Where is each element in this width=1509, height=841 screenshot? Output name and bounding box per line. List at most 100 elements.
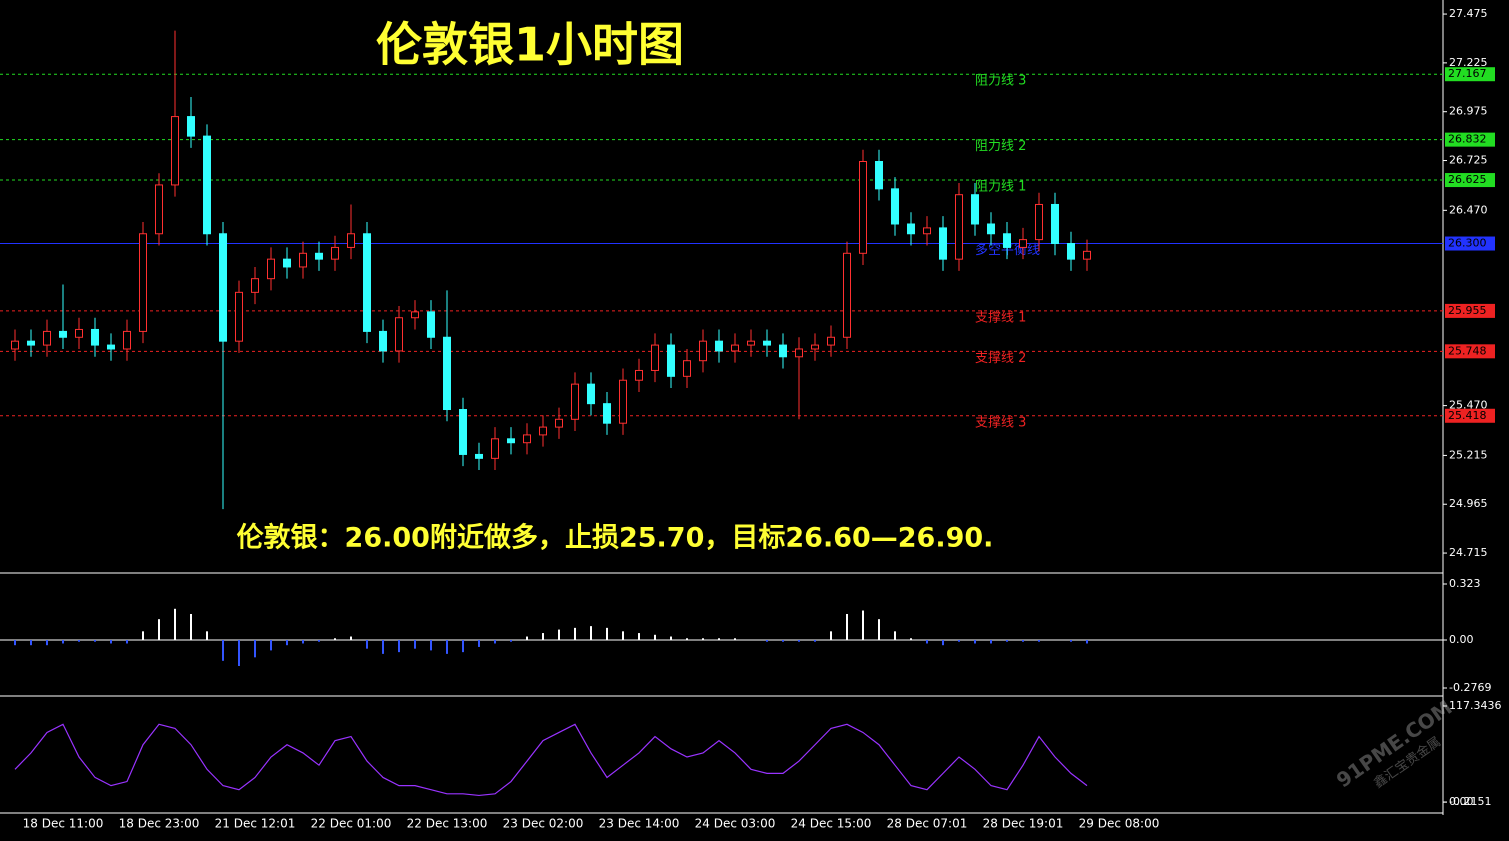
histogram-bar	[686, 638, 688, 640]
candle-body	[795, 348, 803, 358]
candle-body	[107, 344, 115, 350]
histogram-bar	[862, 610, 864, 640]
y-tick-label: 0.323	[1449, 577, 1481, 590]
histogram-bar	[654, 634, 656, 640]
histogram-bar	[974, 639, 976, 644]
level-price-box	[1445, 132, 1495, 147]
candle-body	[539, 426, 547, 436]
histogram-bar	[910, 638, 912, 640]
candle-body	[267, 258, 275, 280]
level-price: 25.418	[1448, 409, 1487, 422]
histogram-bar	[1038, 639, 1040, 642]
histogram-bar	[846, 613, 848, 640]
x-tick-label: 18 Dec 11:00	[23, 817, 104, 831]
histogram-bar	[718, 638, 720, 640]
level-price-box	[1445, 408, 1495, 423]
y-tick-label: 26.725	[1449, 154, 1488, 167]
candle-body	[219, 233, 227, 342]
x-tick-label: 28 Dec 19:01	[983, 817, 1064, 831]
histogram-bar	[94, 639, 96, 642]
candle-body	[203, 135, 211, 235]
candle-body	[171, 116, 179, 186]
level-price-box	[1445, 303, 1495, 318]
candle-body	[571, 383, 579, 420]
candle-body	[507, 438, 515, 444]
histogram-bar	[1070, 639, 1072, 642]
candle-body	[731, 344, 739, 352]
candle-body	[75, 328, 83, 338]
candle-body	[683, 360, 691, 377]
x-tick-label: 28 Dec 07:01	[887, 817, 968, 831]
candle-body	[155, 184, 163, 235]
x-tick-label: 22 Dec 13:00	[407, 817, 488, 831]
y-tick-label: 26.975	[1449, 105, 1488, 118]
histogram-bar	[622, 631, 624, 640]
candle-body	[763, 340, 771, 346]
histogram-bar	[286, 639, 288, 646]
histogram-bar	[542, 633, 544, 640]
y-tick-label: 27.475	[1449, 7, 1488, 20]
indicator-line	[14, 723, 1088, 797]
candle-body	[939, 227, 947, 260]
x-tick-label: 29 Dec 08:00	[1079, 817, 1160, 831]
level-price: 26.300	[1448, 237, 1487, 250]
candle-body	[491, 438, 499, 459]
histogram-bar	[126, 639, 128, 644]
histogram-bar	[894, 631, 896, 640]
histogram-bar	[670, 636, 672, 640]
histogram-bar	[782, 639, 784, 642]
candle-body	[1051, 203, 1059, 245]
histogram-bar	[734, 638, 736, 640]
histogram-bar	[142, 631, 144, 640]
candle-body	[315, 252, 323, 260]
histogram-bar	[318, 639, 320, 642]
histogram-bar	[558, 629, 560, 640]
y-tick-label: -0.2151	[1449, 795, 1491, 808]
histogram-bar	[526, 636, 528, 640]
candle-body	[699, 340, 707, 362]
histogram-bar	[110, 639, 112, 644]
candle-body	[123, 330, 131, 350]
histogram-bar	[462, 639, 464, 653]
x-tick-label: 21 Dec 12:01	[215, 817, 296, 831]
candle-body	[955, 194, 963, 260]
candle-body	[891, 188, 899, 225]
y-tick-label: 26.470	[1449, 203, 1488, 216]
candle-body	[459, 409, 467, 455]
histogram-bar	[1006, 639, 1008, 642]
candle-body	[859, 161, 867, 254]
histogram-bar	[942, 639, 944, 646]
x-tick-label: 24 Dec 03:00	[695, 817, 776, 831]
candle-body	[187, 116, 195, 137]
y-tick-label: 25.470	[1449, 399, 1488, 412]
histogram-bar	[430, 639, 432, 651]
histogram-bar	[334, 638, 336, 640]
candle-body	[283, 258, 291, 268]
candle-body	[1067, 243, 1075, 260]
level-price: 26.625	[1448, 173, 1487, 186]
candle-body	[667, 344, 675, 377]
histogram-bar	[174, 608, 176, 640]
level-price: 25.955	[1448, 304, 1487, 317]
histogram-bar	[638, 633, 640, 640]
histogram-bar	[414, 639, 416, 649]
annotation: 伦敦银：26.00附近做多，止损25.70，目标26.60—26.90.	[237, 522, 994, 554]
y-tick-label: 24.715	[1449, 546, 1488, 559]
candle-body	[475, 453, 483, 459]
candle-body	[443, 336, 451, 411]
histogram-bar	[766, 639, 768, 642]
histogram-bar	[270, 639, 272, 651]
candle-body	[635, 369, 643, 381]
candle-body	[11, 340, 19, 350]
histogram-bar	[350, 636, 352, 640]
histogram-bar	[30, 639, 32, 646]
histogram-bar	[446, 639, 448, 654]
candle-body	[1035, 203, 1043, 241]
level-name: 阻力线 2	[975, 139, 1026, 154]
candle-body	[43, 330, 51, 346]
level-name: 支撑线 3	[975, 415, 1026, 430]
candle-body	[427, 311, 435, 338]
candle-body	[619, 379, 627, 424]
